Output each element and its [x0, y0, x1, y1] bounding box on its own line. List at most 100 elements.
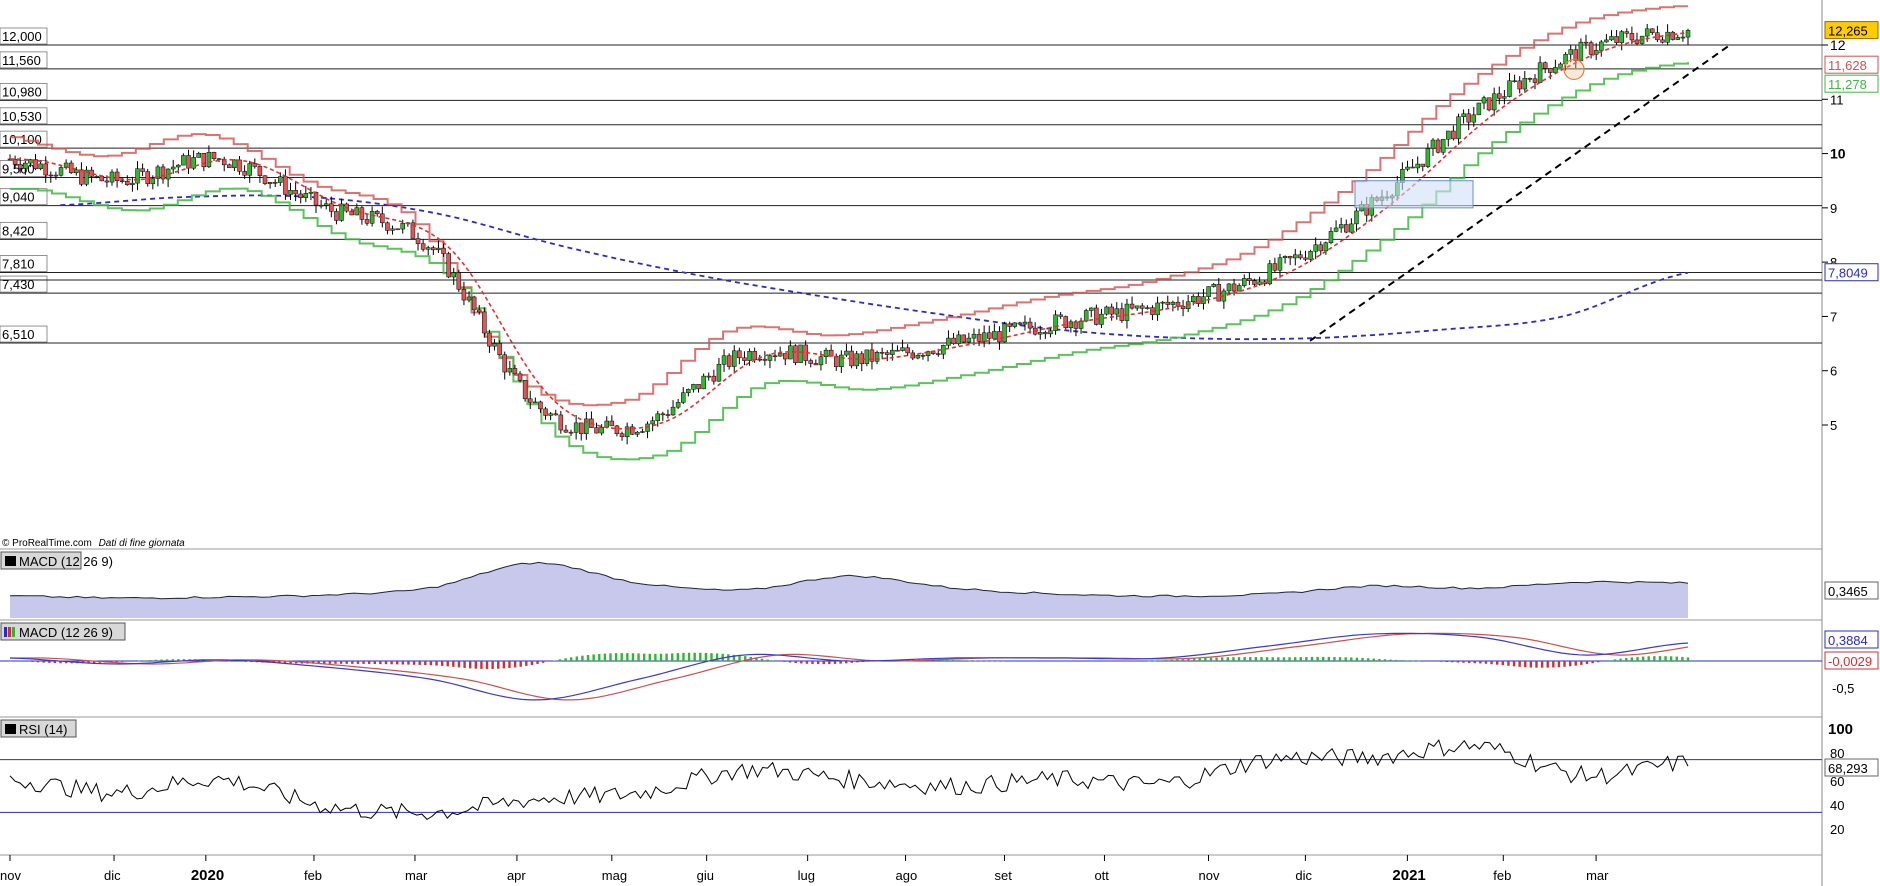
macd-histogram-bar	[1159, 660, 1162, 661]
macd-histogram-bar	[1366, 658, 1370, 661]
macd-histogram-bar	[367, 661, 371, 664]
candle-body	[609, 420, 615, 427]
candle-body	[1272, 263, 1278, 271]
macd-histogram-bar	[396, 661, 399, 665]
macd-histogram-bar	[1338, 657, 1342, 661]
trendline	[1309, 44, 1731, 342]
candle-body	[1053, 314, 1058, 331]
macd-histogram-bar	[755, 657, 758, 661]
macd-histogram-bar	[614, 653, 618, 661]
candle-body	[1201, 296, 1206, 304]
x-tick-label: nov	[1199, 868, 1220, 883]
macd-histogram-bar	[951, 660, 955, 661]
macd-histogram-bar	[351, 661, 354, 664]
candle-body	[1537, 62, 1543, 83]
candle-body	[1191, 296, 1196, 302]
level-label-box	[0, 27, 48, 45]
candle-body	[1644, 28, 1650, 37]
candle-body	[635, 431, 640, 435]
macd-histogram-bar	[227, 660, 231, 662]
candle-body	[334, 211, 339, 221]
macd-histogram-bar	[1585, 661, 1589, 665]
candle-body	[747, 351, 752, 361]
level-label-box	[0, 107, 48, 125]
macd-histogram-bar	[990, 660, 994, 662]
candle-body	[1410, 166, 1415, 169]
candle-body	[981, 332, 987, 342]
macd-histogram-bar	[1282, 657, 1286, 661]
last-value-label: 12,265	[1828, 24, 1868, 39]
moving-average-short	[9, 31, 1689, 430]
macd-histogram-bar	[1310, 656, 1314, 661]
macd-histogram-bar	[1675, 656, 1678, 661]
candle-body	[706, 375, 711, 378]
macd-histogram-bar	[553, 660, 556, 662]
credit-text: © ProRealTime.com Dati di fine giornata	[2, 538, 185, 549]
macd-histogram-bar	[1327, 656, 1331, 661]
candle-body	[614, 425, 620, 434]
panel-frames	[0, 0, 1823, 886]
candle-body	[130, 182, 135, 185]
candle-body	[104, 180, 110, 183]
candle-body	[1614, 36, 1619, 43]
macd-histogram-bar	[334, 661, 337, 664]
candle-body	[1604, 39, 1609, 43]
macd-histogram-bar	[356, 661, 360, 664]
macd-histogram-bar	[671, 653, 674, 661]
macd-histogram-bar	[137, 660, 141, 662]
candle-body	[1257, 281, 1262, 285]
candle-body	[170, 166, 176, 170]
candle-body	[1007, 323, 1012, 327]
macd-histogram-bar	[14, 661, 17, 662]
candle-body	[451, 272, 456, 278]
level-label: 9,040	[2, 190, 35, 205]
candle-body	[966, 337, 972, 343]
horizontal-levels: 12,000 11,560 10,980 10,530 10,100 9,560 9,040…	[0, 27, 1822, 344]
macd-histogram-bar	[1164, 660, 1168, 661]
candle-body	[476, 309, 482, 313]
macd-histogram-bar	[1226, 657, 1230, 661]
level-label-box	[0, 221, 48, 239]
macd-histogram-bar	[1254, 657, 1258, 661]
candle-body	[558, 414, 564, 431]
macd-histogram-bar	[1024, 661, 1027, 662]
candle-body	[1083, 310, 1089, 322]
candle-body	[798, 344, 803, 363]
candle-body	[1578, 41, 1584, 62]
macd-histogram-bar	[440, 661, 444, 666]
macd-histogram-bar	[154, 659, 158, 661]
ma-short-line	[9, 31, 1689, 430]
macd-histogram-bar	[794, 661, 797, 664]
macd-histogram-bar	[547, 661, 550, 662]
candle-body	[43, 163, 48, 176]
candle-body	[247, 163, 252, 176]
macd-title: MACD (12 26 9)	[19, 625, 113, 640]
macd-histogram-bar	[1535, 661, 1538, 668]
macd-histogram-bar	[1181, 659, 1185, 661]
macd-histogram-bar	[1047, 661, 1050, 662]
candle-body	[1242, 278, 1247, 286]
candle-body	[691, 384, 696, 390]
candle-body	[1313, 244, 1318, 252]
atr-title: MACD (12 26 9)	[19, 554, 113, 569]
last-value-box	[1824, 74, 1879, 93]
macd-histogram-bar	[1636, 656, 1639, 661]
candle-body	[79, 169, 84, 185]
macd-histogram-bar	[1423, 661, 1426, 662]
candle-body	[971, 333, 977, 339]
trailing-stops	[10, 5, 1689, 461]
candle-body	[323, 203, 329, 206]
candle-body	[374, 211, 380, 215]
candle-body	[313, 191, 319, 206]
x-tick-label: feb	[1493, 868, 1511, 883]
x-tick-label: 2020	[191, 867, 224, 884]
candle-body	[594, 427, 599, 434]
candle-body	[329, 203, 334, 212]
candle-body	[1089, 307, 1094, 311]
macd-histogram-bar	[1557, 661, 1561, 668]
candle-body	[1440, 138, 1446, 153]
time-x-axis: nov dic 2020 feb mar apr mag giu lug ago set ott nov…	[0, 855, 1609, 884]
candle-body	[527, 398, 533, 403]
credit-note: Dati di fine giornata	[99, 538, 186, 549]
macd-histogram-bar	[1658, 656, 1662, 661]
